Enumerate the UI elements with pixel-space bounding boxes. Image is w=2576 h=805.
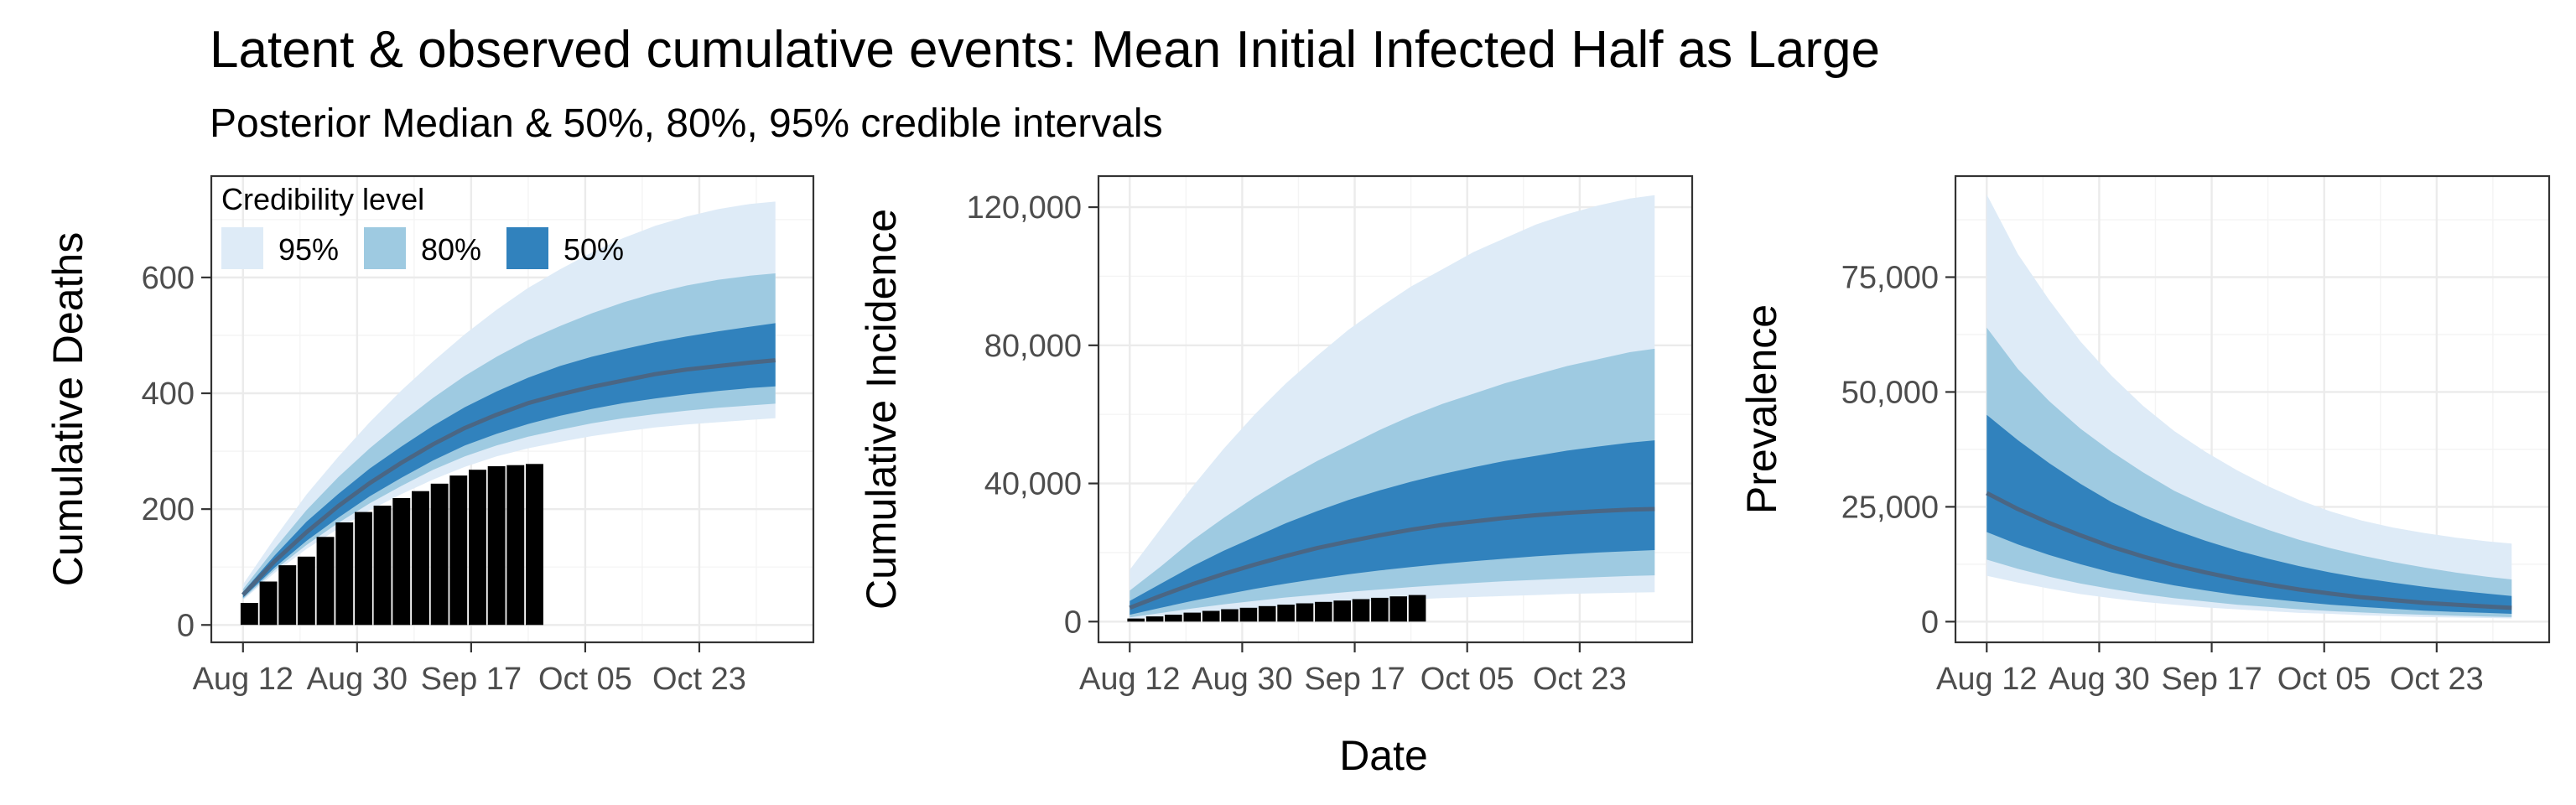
x-tick-label: Sep 17 — [2161, 662, 2262, 697]
y-tick-label: 80,000 — [984, 329, 1082, 364]
y-tick-label: 0 — [1921, 605, 1939, 640]
legend-key-95 — [221, 227, 263, 269]
credible-bands — [242, 201, 776, 600]
x-tick-label: Aug 30 — [1192, 662, 1292, 697]
axis-ticks: Aug 12 Aug 30 Sep 17 Oct 05 Oct 23 0 40,000 80,… — [967, 190, 1627, 697]
observed-bar — [316, 537, 335, 626]
observed-bar — [1277, 605, 1295, 622]
x-tick-label: Aug 30 — [307, 662, 408, 697]
y-tick-label: 75,000 — [1841, 261, 1939, 296]
observed-bar — [1352, 599, 1370, 622]
observed-bar — [449, 475, 468, 626]
observed-bar — [259, 581, 278, 626]
observed-bar — [1202, 610, 1220, 622]
observed-bar — [335, 522, 354, 626]
median-line-layer — [1986, 491, 2512, 610]
x-tick-label: Oct 05 — [538, 662, 632, 697]
x-tick-label: Sep 17 — [1304, 662, 1405, 697]
legend: Credibility level 95% 80% 50% — [221, 182, 624, 269]
median-line-layer — [241, 358, 776, 597]
x-tick-label: Oct 23 — [2390, 662, 2484, 697]
band-50 — [242, 323, 776, 598]
chart-title: Latent & observed cumulative events: Mea… — [210, 21, 1880, 79]
observed-bar — [1315, 601, 1332, 622]
x-axis-title: Date — [1339, 732, 1428, 779]
credible-bands — [1130, 195, 1655, 620]
observed-bar — [1221, 609, 1239, 622]
observed-bar — [1371, 597, 1389, 622]
panel-border — [1954, 174, 2551, 644]
observed-bar — [1333, 600, 1351, 622]
y-axis-title-prevalence: Prevalence — [1738, 304, 1785, 514]
observed-bars — [240, 464, 543, 626]
y-axis-title-deaths: Cumulative Deaths — [44, 232, 91, 586]
observed-bar — [1389, 596, 1407, 622]
panel-border — [1097, 174, 1694, 644]
observed-bar — [506, 465, 525, 626]
median-line-layer — [1129, 506, 1655, 610]
band-50 — [1987, 414, 2512, 614]
observed-bar — [297, 556, 315, 626]
x-tick-label: Oct 23 — [1533, 662, 1627, 697]
y-tick-label: 0 — [1064, 605, 1082, 640]
axis-ticks: Aug 12 Aug 30 Sep 17 Oct 05 Oct 23 0 25,000 50,… — [1841, 261, 2484, 697]
y-tick-label: 50,000 — [1841, 375, 1939, 410]
observed-bar — [1239, 607, 1258, 622]
panel-prevalence: Aug 12 Aug 30 Sep 17 Oct 05 Oct 23 0 25,000 50,… — [1738, 174, 2551, 697]
observed-bar — [1145, 616, 1164, 622]
x-tick-label: Aug 30 — [2049, 662, 2149, 697]
observed-bar — [240, 603, 258, 626]
observed-bar — [1127, 618, 1145, 622]
observed-bar — [1296, 603, 1314, 622]
legend-label-95: 95% — [278, 232, 339, 267]
chart-subtitle: Posterior Median & 50%, 80%, 95% credibl… — [210, 101, 1163, 146]
median-line — [1986, 491, 2512, 610]
observed-bar — [373, 506, 392, 626]
observed-bar — [487, 466, 506, 626]
y-tick-label: 200 — [142, 492, 195, 527]
y-tick-label: 0 — [177, 608, 195, 643]
observed-bar — [392, 498, 411, 626]
median-line — [1129, 506, 1655, 610]
panel-cumulative-incidence: Aug 12 Aug 30 Sep 17 Oct 05 Oct 23 0 40,000 80,… — [858, 174, 1694, 779]
legend-label-80: 80% — [421, 232, 481, 267]
x-tick-label: Sep 17 — [421, 662, 522, 697]
median-line — [241, 358, 776, 597]
y-tick-label: 400 — [142, 377, 195, 412]
observed-bar — [1183, 612, 1202, 622]
x-tick-label: Oct 23 — [652, 662, 746, 697]
legend-title: Credibility level — [221, 182, 424, 216]
y-tick-label: 25,000 — [1841, 490, 1939, 525]
legend-key-80 — [364, 227, 406, 269]
panel-border — [210, 174, 815, 644]
legend-label-50: 50% — [564, 232, 624, 267]
observed-bar — [430, 483, 449, 626]
y-tick-label: 120,000 — [967, 190, 1082, 226]
observed-bar — [1165, 615, 1182, 622]
x-tick-label: Aug 12 — [1936, 662, 2037, 697]
x-tick-label: Oct 05 — [1420, 662, 1514, 697]
y-tick-label: 600 — [142, 261, 195, 296]
observed-bar — [526, 464, 543, 626]
credible-bands — [1987, 194, 2512, 619]
y-axis-title-incidence: Cumulative Incidence — [858, 209, 905, 610]
band-50 — [1130, 440, 1655, 615]
x-tick-label: Oct 05 — [2277, 662, 2371, 697]
legend-key-50 — [506, 227, 548, 269]
x-tick-label: Aug 12 — [1079, 662, 1180, 697]
x-tick-label: Aug 12 — [193, 662, 293, 697]
observed-bar — [1408, 595, 1426, 622]
observed-bar — [355, 512, 372, 626]
observed-bar — [1258, 605, 1276, 622]
observed-bar — [469, 470, 486, 626]
observed-bar — [412, 491, 429, 626]
observed-bar — [278, 565, 297, 626]
observed-bars — [1127, 595, 1426, 622]
axis-ticks: Aug 12 Aug 30 Sep 17 Oct 05 Oct 23 0 200 400 600 — [142, 261, 746, 697]
y-tick-label: 40,000 — [984, 467, 1082, 502]
